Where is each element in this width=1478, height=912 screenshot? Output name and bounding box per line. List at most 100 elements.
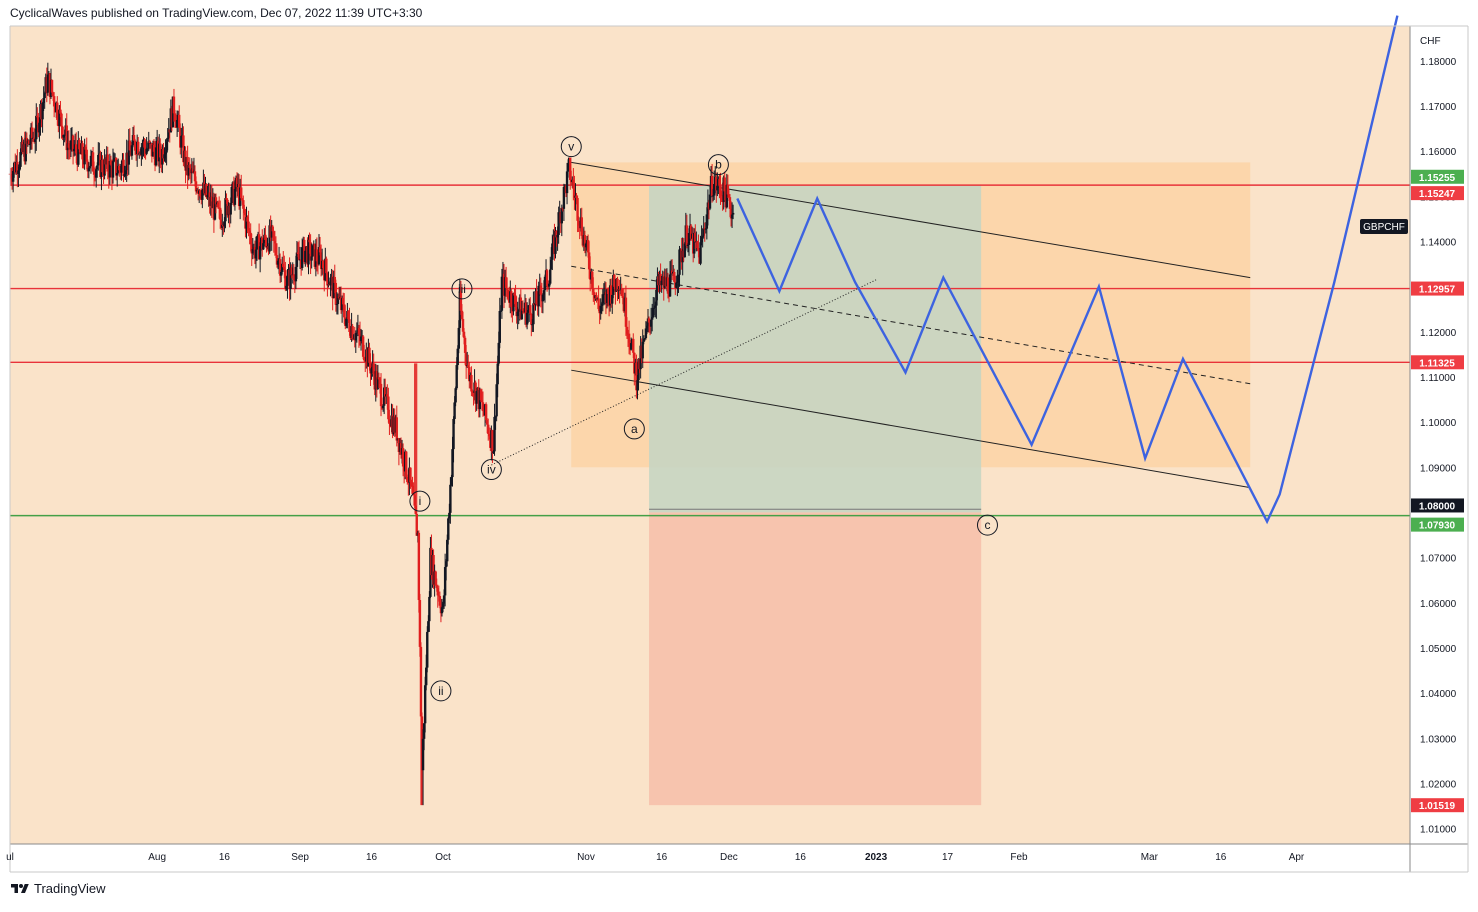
wave-label-text: v <box>568 140 574 154</box>
time-axis[interactable]: ul Aug 16 Sep 16 Oct Nov 16 Dec 16 2023 17 Feb Mar 16 A… <box>6 852 1305 863</box>
candle-body <box>296 252 300 255</box>
candle-body <box>516 311 519 317</box>
candle-body <box>112 158 116 162</box>
candle-body <box>532 303 535 325</box>
candle-body <box>58 109 61 127</box>
candle-body <box>601 294 604 304</box>
wave-label-iv: iv <box>480 459 502 481</box>
price-label-box <box>1411 355 1464 370</box>
candle-body <box>19 152 22 167</box>
price-label-box <box>1411 281 1464 296</box>
channel-upper-line <box>571 161 1251 279</box>
candle-body <box>311 245 314 257</box>
candle-body <box>520 309 524 320</box>
candle-body <box>219 207 222 220</box>
candle-body <box>457 327 460 349</box>
wave-label-c: c <box>976 514 998 536</box>
candle-body <box>268 225 271 252</box>
candle-body <box>493 416 496 452</box>
candle-body <box>610 285 613 304</box>
candle-body <box>214 197 218 205</box>
candle-body <box>715 176 718 191</box>
candle-body <box>686 244 690 246</box>
candle-body <box>421 738 425 771</box>
candle-body <box>613 275 616 287</box>
candles-layer <box>8 62 735 806</box>
price-axis-tick: 1.17000 <box>1420 102 1457 113</box>
candle-body <box>550 259 553 270</box>
candle-body <box>254 249 258 259</box>
candle-body <box>495 384 498 417</box>
candle-body <box>515 306 518 317</box>
candle-body <box>122 159 125 176</box>
candle-body <box>687 232 691 245</box>
candle-body <box>440 607 444 614</box>
candle-body <box>517 309 520 312</box>
candle-body <box>140 147 143 155</box>
candle-body <box>587 252 591 270</box>
candle-body <box>85 149 88 162</box>
candle-body <box>711 195 715 197</box>
candle-body <box>173 113 177 122</box>
candle-body <box>530 313 533 325</box>
price-labels-layer: 1.15255 1.15247 1.12957 1.11325 1.08000 1.079… <box>1411 169 1464 813</box>
candle-body <box>525 312 529 325</box>
candle-body <box>103 158 106 176</box>
candle-body <box>9 173 13 179</box>
candle-body <box>673 271 676 282</box>
candle-body <box>386 394 389 397</box>
candle-body <box>60 113 63 127</box>
footer-brand[interactable]: TradingView <box>10 881 106 896</box>
candle-body <box>114 157 118 176</box>
candle-body <box>412 493 415 496</box>
currency-label: CHF <box>1420 36 1441 47</box>
candle-body <box>731 212 735 215</box>
candle-body <box>584 243 588 248</box>
candle-body <box>410 482 413 486</box>
price-label-text: 1.01519 <box>1419 801 1456 812</box>
candle-body <box>676 282 679 284</box>
candle-body <box>16 161 19 175</box>
candle-body <box>547 283 551 287</box>
candle-body <box>442 595 446 604</box>
candle-body <box>361 336 365 357</box>
candle-body <box>573 188 576 198</box>
candle-body <box>282 263 285 267</box>
candle-body <box>512 293 515 312</box>
candle-body <box>546 286 550 288</box>
candle-body <box>300 247 304 268</box>
candle-body <box>225 198 228 200</box>
candle-body <box>464 352 468 366</box>
candle-body <box>187 164 190 176</box>
price-axis-tick: 1.07000 <box>1420 554 1457 565</box>
price-label-box <box>1411 169 1464 184</box>
price-axis-tick: 1.14000 <box>1420 237 1457 248</box>
candle-body <box>647 318 651 323</box>
candle-body <box>111 161 115 178</box>
candle-body <box>61 126 64 138</box>
candle-body <box>606 289 610 295</box>
candle-body <box>718 178 721 186</box>
symbol-tag[interactable]: GBPCHF <box>1360 219 1408 234</box>
candle-body <box>554 230 557 254</box>
candle-body <box>17 170 20 175</box>
candle-body <box>63 134 66 136</box>
candle-body <box>481 402 485 412</box>
candle-body <box>286 275 289 286</box>
candle-body <box>317 247 321 265</box>
candle-body <box>484 404 488 421</box>
candle-body <box>447 518 450 540</box>
candle-body <box>96 165 99 170</box>
candle-body <box>141 146 144 148</box>
candle-body <box>343 304 346 318</box>
candle-body <box>577 220 580 226</box>
candle-body <box>188 164 191 168</box>
candle-body <box>434 571 437 586</box>
candle-body <box>359 336 363 342</box>
candle-body <box>224 198 227 222</box>
candle-body <box>726 185 730 195</box>
candle-body <box>206 194 209 198</box>
candle-body <box>178 114 181 128</box>
candle-body <box>322 260 325 269</box>
